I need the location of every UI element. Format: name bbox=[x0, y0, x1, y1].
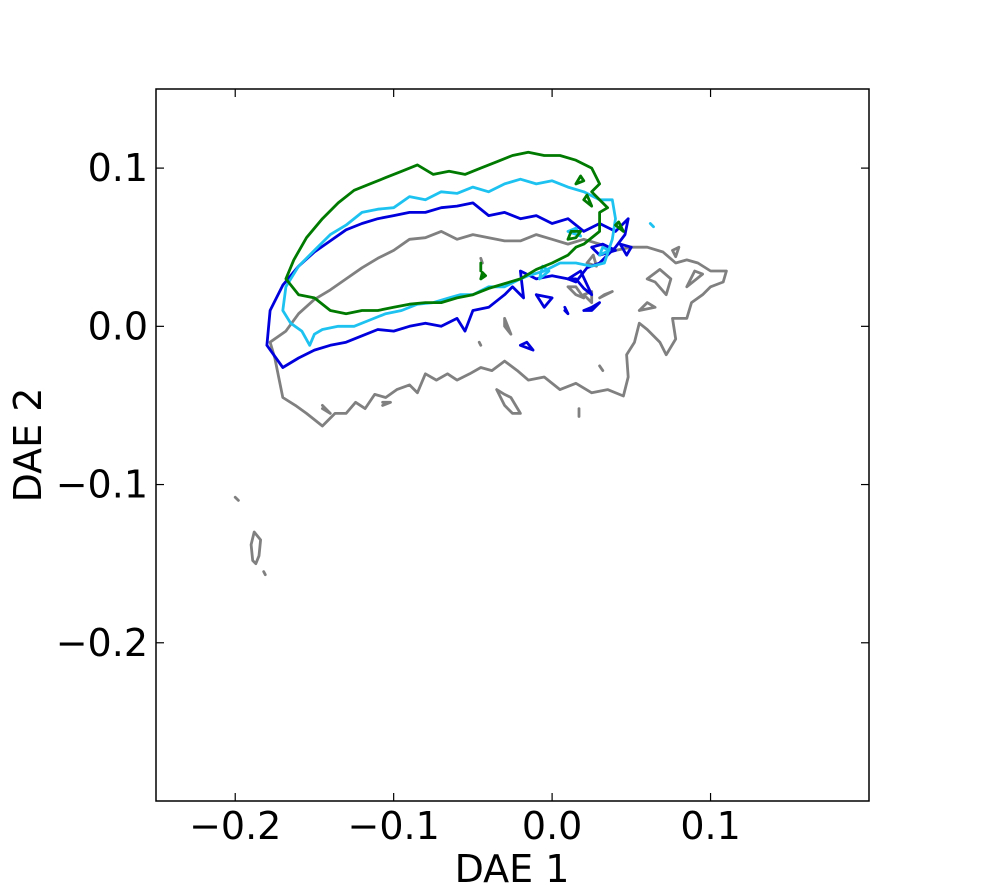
contour-line-3-0 bbox=[284, 150, 609, 316]
contour-line-0-15 bbox=[477, 340, 483, 347]
contour-line-0-5 bbox=[598, 290, 614, 300]
contour-line-3-3 bbox=[582, 193, 594, 208]
contour-line-3-5 bbox=[479, 271, 488, 281]
contour-line-0-1 bbox=[645, 267, 673, 297]
contour-line-0-0 bbox=[268, 229, 728, 428]
contour-line-2-2 bbox=[648, 222, 655, 229]
contour-line-0-7 bbox=[566, 285, 586, 300]
contour-line-3-4 bbox=[614, 220, 625, 233]
x-tick-label-3: 0.1 bbox=[680, 804, 740, 848]
contour-line-1-2 bbox=[566, 269, 594, 297]
contour-line-0-19 bbox=[262, 570, 267, 577]
y-tick-label-1: −0.1 bbox=[56, 463, 148, 507]
contour-line-1-4 bbox=[582, 301, 601, 312]
contour-line-3-1 bbox=[566, 229, 582, 241]
tick-layer bbox=[156, 89, 869, 801]
contour-line-2-3 bbox=[598, 245, 611, 257]
contour-line-1-0 bbox=[265, 201, 630, 369]
contour-line-0-18 bbox=[249, 530, 263, 566]
contour-line-0-9 bbox=[495, 388, 522, 415]
contour-line-0-17 bbox=[233, 495, 240, 502]
contour-line-2-4 bbox=[538, 264, 551, 281]
contour-line-0-11 bbox=[381, 400, 392, 407]
contour-line-1-1 bbox=[590, 242, 617, 257]
contour-line-0-3 bbox=[671, 245, 681, 259]
contour-line-1-5 bbox=[618, 242, 633, 257]
contour-layer bbox=[233, 150, 728, 577]
y-axis-label: DAE 2 bbox=[6, 388, 50, 503]
y-tick-label-3: 0.1 bbox=[88, 146, 148, 190]
x-tick-label-0: −0.2 bbox=[189, 804, 281, 848]
contour-line-1-6 bbox=[519, 340, 535, 352]
contour-line-2-0 bbox=[281, 177, 617, 347]
contour-line-1-3 bbox=[534, 293, 554, 309]
x-tick-label-2: 0.0 bbox=[522, 804, 582, 848]
y-tick-label-0: −0.2 bbox=[56, 621, 148, 665]
plot-frame bbox=[155, 88, 870, 802]
y-tick-label-2: 0.0 bbox=[88, 304, 148, 348]
contour-line-3-2 bbox=[574, 174, 586, 186]
x-axis-label: DAE 1 bbox=[455, 847, 570, 890]
contour-line-1-7 bbox=[563, 305, 570, 316]
contour-line-0-4 bbox=[637, 301, 657, 312]
contour-line-0-13 bbox=[598, 364, 605, 373]
contour-line-0-2 bbox=[685, 269, 704, 289]
x-tick-label-1: −0.1 bbox=[348, 804, 440, 848]
contour-line-0-12 bbox=[503, 316, 513, 336]
contour-line-0-16 bbox=[479, 256, 484, 265]
tick-label-layer: −0.2 −0.1 0.0 0.1 −0.2 −0.1 0.0 0.1 bbox=[56, 146, 741, 848]
contour-line-0-10 bbox=[320, 403, 332, 415]
